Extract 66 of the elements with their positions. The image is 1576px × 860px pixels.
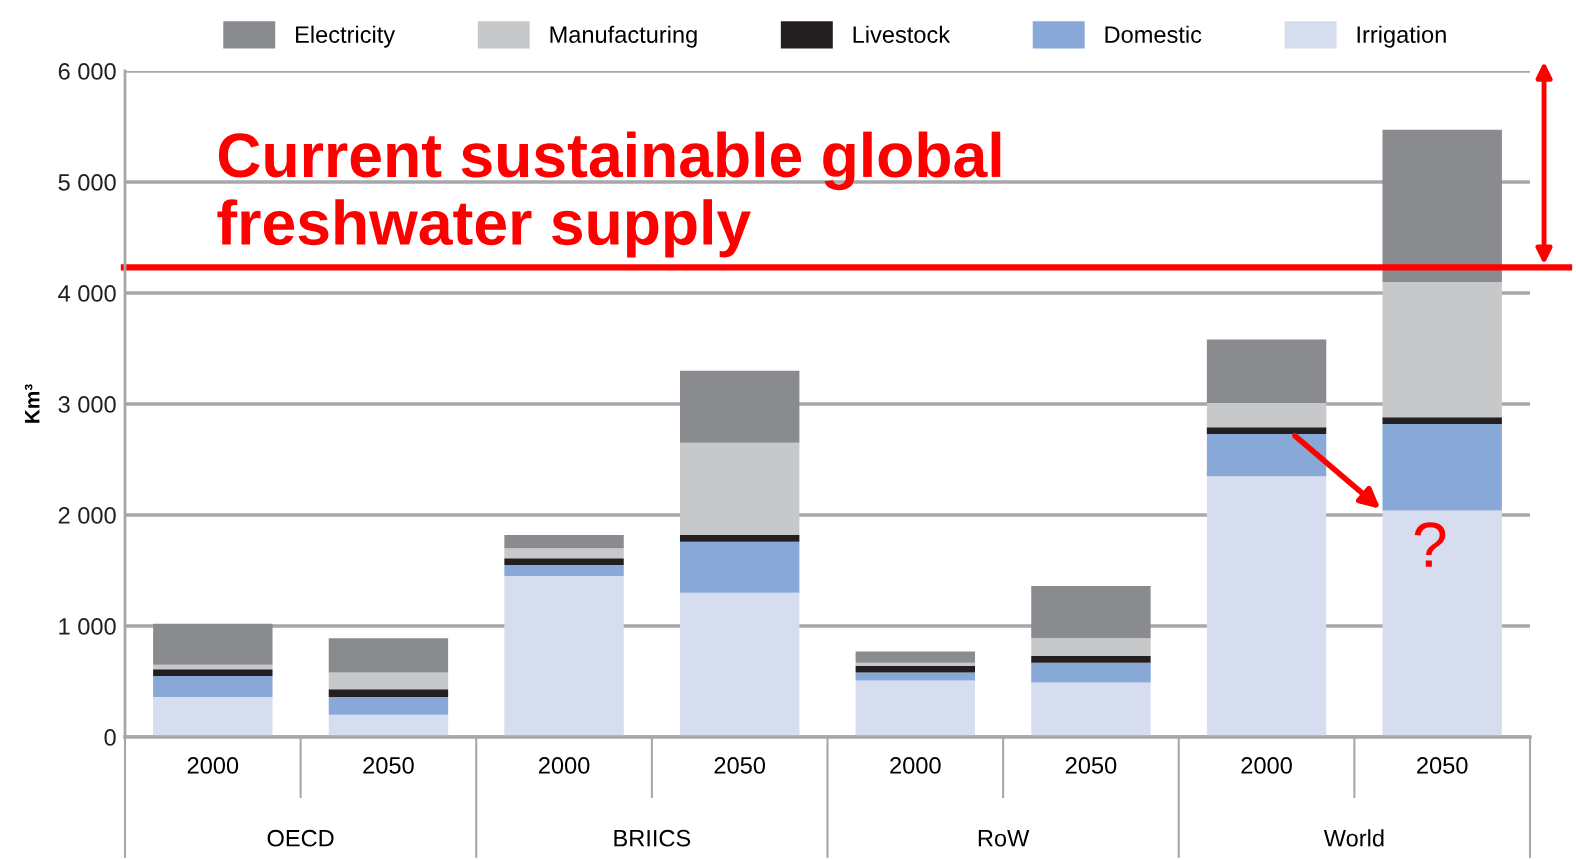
x-tick-label: 2000 [187, 757, 239, 774]
ref-line-label: Current sustainable global freshwater supply [217, 131, 1001, 258]
bar [1031, 682, 1151, 737]
bar [1206, 427, 1327, 434]
x-tick-label: 2000 [890, 757, 941, 774]
bar [504, 576, 624, 737]
bar [504, 564, 624, 577]
bar [855, 651, 976, 663]
bar [679, 534, 800, 542]
bar [153, 623, 273, 665]
bar [855, 672, 976, 681]
bar [504, 548, 624, 559]
bar [679, 442, 800, 535]
bar [1382, 417, 1502, 424]
bar [328, 697, 449, 715]
bar [855, 680, 976, 737]
bar [328, 714, 449, 737]
y-tick-label: 3 000 [58, 396, 116, 413]
legend-label: Electricity [296, 25, 396, 48]
bar [153, 697, 273, 737]
bar [1382, 129, 1502, 282]
bar [1206, 339, 1327, 403]
bar [679, 592, 800, 737]
bar [153, 675, 273, 698]
bar [153, 664, 273, 670]
legend-label: Irrigation [1357, 25, 1446, 48]
legend-label: Domestic [1105, 25, 1202, 43]
x-tick-label: 2050 [1065, 757, 1117, 774]
bar [679, 541, 800, 593]
x-tick-label: 2050 [714, 757, 766, 774]
y-tick-label: 2 000 [58, 507, 116, 524]
legend-label: Manufacturing [550, 25, 697, 48]
bar [855, 662, 976, 666]
bar [328, 689, 449, 698]
bar [1382, 281, 1502, 418]
x-tick-label: 2000 [538, 757, 590, 774]
bar [679, 370, 800, 443]
bar [153, 669, 273, 676]
legend-label: Livestock [853, 25, 951, 43]
text: OECD [267, 829, 334, 847]
text: BRIICS [614, 829, 691, 847]
x-tick-label: 2050 [363, 757, 414, 774]
bar [1031, 638, 1151, 656]
x-tick-label: 2000 [1241, 757, 1292, 774]
bar [1206, 476, 1327, 737]
bar [855, 665, 976, 673]
bar [328, 672, 449, 690]
bar [504, 558, 624, 565]
y-tick-label: 5 000 [58, 174, 116, 191]
bar [504, 534, 624, 549]
y-tick-label: 4 000 [58, 285, 116, 302]
bar [1206, 402, 1327, 428]
annotation: ? [1414, 522, 1446, 567]
bar [1382, 510, 1502, 737]
bar [1031, 655, 1151, 663]
bar [1031, 662, 1151, 683]
y-axis-title: Km³ [24, 384, 40, 423]
x-tick-label: 2050 [1417, 757, 1468, 774]
bar [1382, 423, 1502, 511]
text: RoW [978, 830, 1030, 847]
y-tick-label: 0 [104, 729, 116, 746]
bar [328, 638, 449, 673]
text: World [1323, 829, 1384, 847]
y-tick-label: 6 000 [58, 63, 116, 80]
bar [1031, 586, 1151, 639]
y-tick-label: 1 000 [59, 618, 116, 635]
